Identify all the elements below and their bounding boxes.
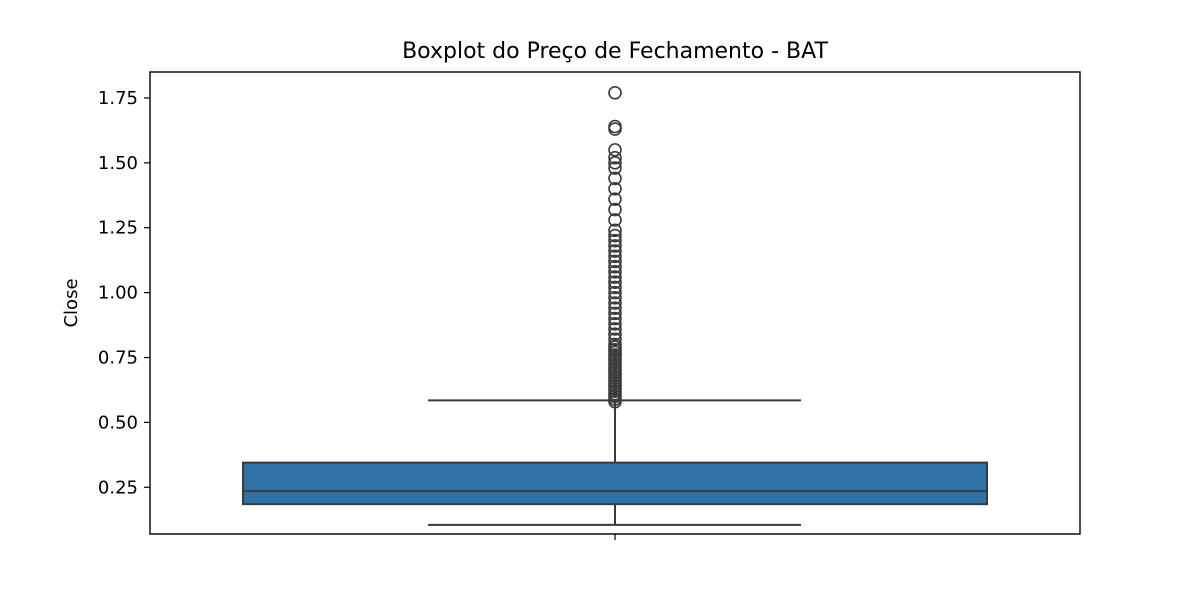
outlier-point — [608, 171, 622, 186]
chart-title: Boxplot do Preço de Fechamento - BAT — [402, 39, 828, 64]
y-tick-label: 1.50 — [98, 153, 138, 174]
outlier-point — [608, 192, 622, 206]
outlier-point — [608, 301, 622, 315]
outlier-point — [608, 244, 622, 258]
outlier-point — [608, 322, 622, 336]
outlier-point — [608, 316, 622, 331]
outlier-point — [608, 228, 622, 243]
outlier-point — [608, 156, 622, 170]
y-tick-label: 0.25 — [98, 477, 138, 498]
plot-area: 0.25 0.50 0.75 1.00 1.25 1.50 1.75 — [98, 71, 1081, 540]
outlier-point — [608, 270, 622, 284]
y-tick-label: 1.00 — [98, 283, 138, 304]
outlier-point — [608, 296, 622, 310]
outlier-point — [608, 213, 622, 227]
y-tick-label: 1.25 — [98, 218, 138, 239]
outlier-point — [608, 332, 622, 347]
outlier-point — [608, 327, 622, 341]
outlier-point — [608, 119, 622, 134]
outlier-point — [608, 280, 622, 295]
y-tick-label: 0.50 — [98, 412, 138, 433]
outlier-point — [608, 311, 622, 326]
outlier-point — [608, 306, 622, 321]
y-tick-label: 0.75 — [98, 348, 138, 369]
outlier-point — [608, 291, 622, 305]
outlier-point — [608, 239, 622, 253]
outlier-point — [608, 223, 622, 238]
plot-frame — [149, 71, 1081, 535]
outlier-point — [608, 150, 622, 165]
iqr-box — [242, 461, 988, 506]
outlier-point — [608, 254, 622, 269]
outlier-point — [608, 143, 622, 157]
outlier-point — [608, 249, 622, 264]
outlier-point — [608, 285, 622, 300]
outlier-point — [608, 259, 622, 274]
outlier-point — [608, 233, 622, 248]
y-axis-label: Close — [61, 278, 82, 327]
outlier-point — [608, 181, 622, 196]
outlier-point — [608, 337, 622, 352]
outlier-point — [608, 161, 622, 175]
outlier-point — [608, 265, 622, 279]
outlier-point — [608, 275, 622, 290]
outlier-point — [608, 85, 622, 100]
y-tick-label: 1.75 — [98, 88, 138, 109]
outlier-point — [608, 202, 622, 217]
